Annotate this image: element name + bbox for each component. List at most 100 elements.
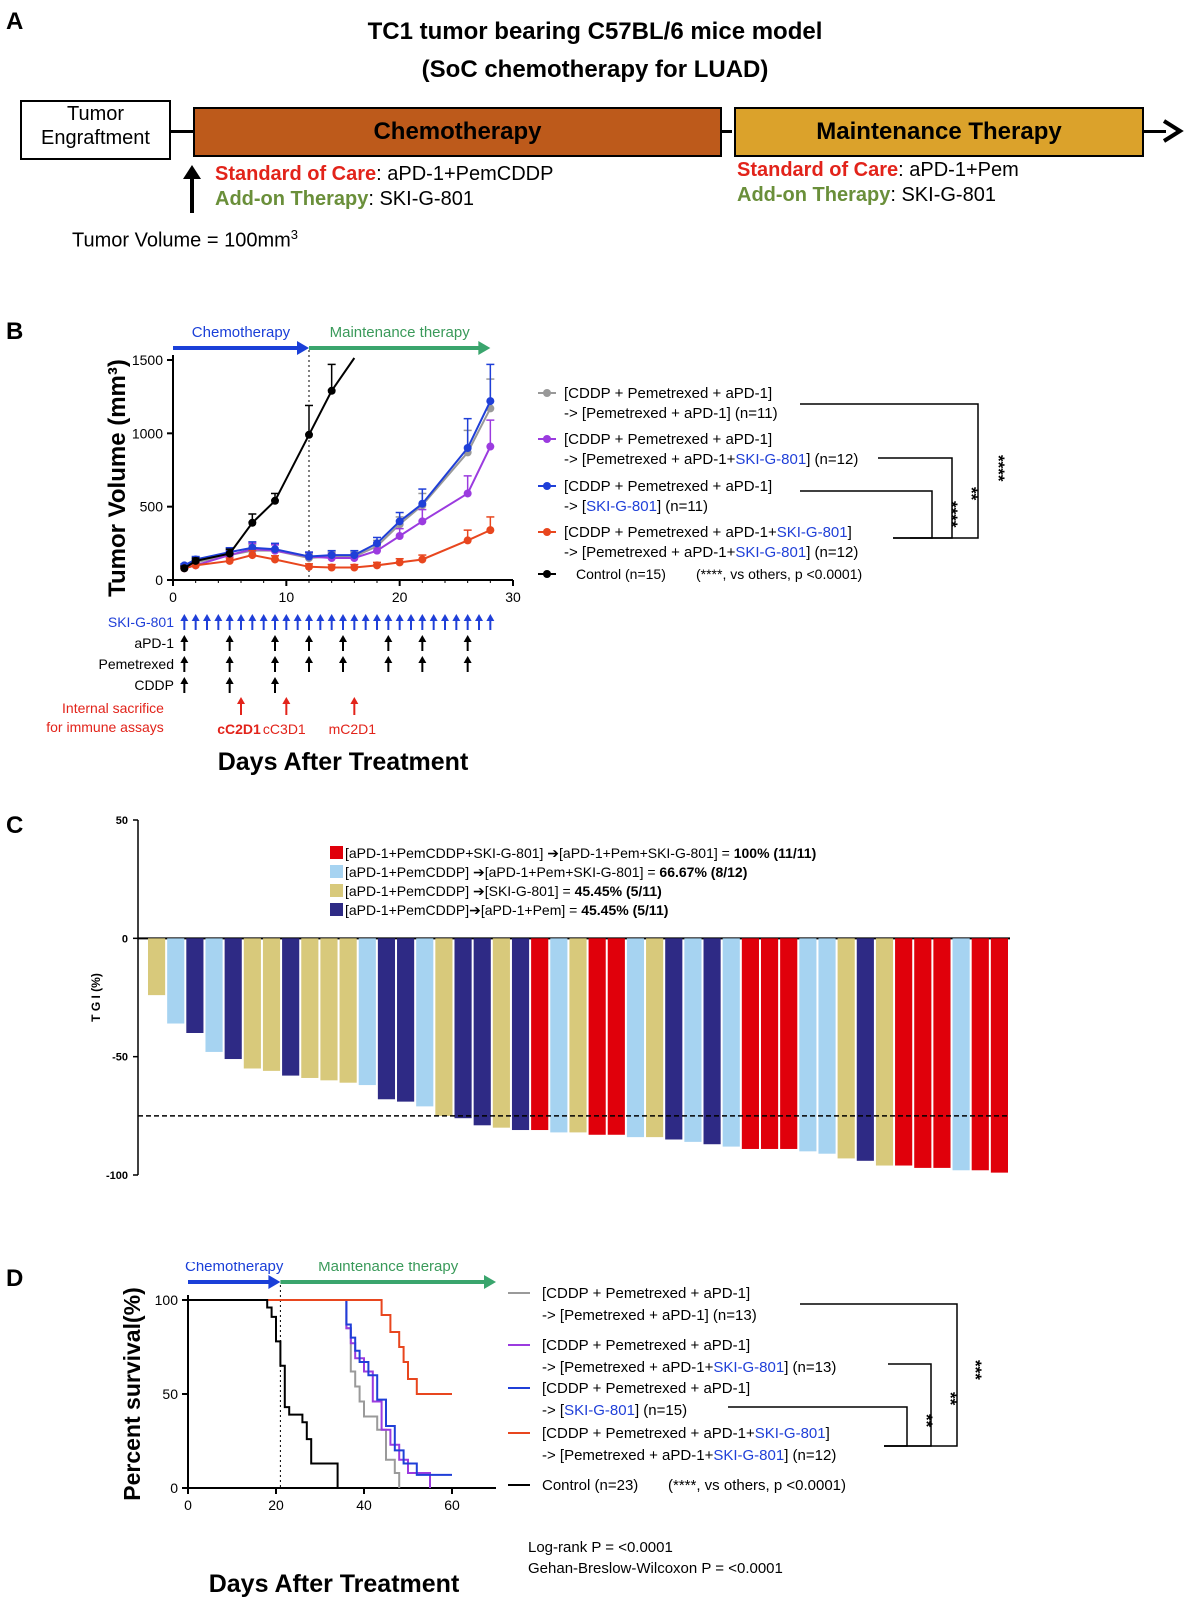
legend-label-2: -> [SKI-G-801] (n=11)	[564, 498, 708, 515]
dose-arrow-head	[225, 656, 234, 663]
tgi-bar	[895, 938, 913, 1166]
sig-label-3: **	[917, 1414, 936, 1428]
tgi-bar	[646, 938, 664, 1138]
legend-marker	[543, 389, 551, 397]
soc-label: Standard of Care	[215, 163, 377, 185]
tgi-bar	[320, 938, 338, 1081]
panel-a-letter: A	[6, 8, 24, 35]
dose-arrow-head	[418, 614, 427, 621]
chemo-phase-label: Chemotherapy	[192, 324, 291, 341]
legend-label-2: -> [Pemetrexed + aPD-1] (n=11)	[564, 405, 778, 422]
maintenance-therapy-bar: Maintenance Therapy	[734, 107, 1144, 157]
y-tick-label: -50	[112, 1052, 128, 1064]
maint-phase-label: Maintenance therapy	[330, 324, 471, 341]
legend-label-2: -> [Pemetrexed + aPD-1+SKI-G-801] (n=12)	[564, 544, 858, 561]
legend-label-1: [CDDP + Pemetrexed + aPD-1+SKI-G-801]	[564, 524, 852, 541]
tgi-bar	[167, 938, 185, 1024]
data-point	[271, 545, 279, 554]
sacrifice-arrow-head	[282, 697, 291, 704]
bracket-2	[878, 457, 953, 539]
x-tick-label: 30	[505, 589, 521, 605]
x-tick-label: 60	[444, 1497, 460, 1513]
tgi-bar	[339, 938, 357, 1083]
tgi-bar	[703, 938, 721, 1145]
legend-control: Control (n=15)	[576, 566, 666, 582]
legend-label-2: -> [SKI-G-801] (n=15)	[542, 1402, 687, 1419]
dose-arrow-head	[180, 677, 189, 684]
internal-sacrifice-1: Internal sacrifice	[62, 700, 164, 716]
dose-arrow-head	[339, 656, 347, 663]
timeline-arrow-head	[1162, 119, 1184, 143]
sig-label-1: ***	[966, 1360, 985, 1380]
tgi-bar	[492, 938, 510, 1128]
gehan-text: Gehan-Breslow-Wilcoxon P = <0.0001	[528, 1560, 783, 1577]
dose-arrow-head	[463, 656, 472, 663]
dose-arrow-head	[180, 614, 189, 621]
survival-curve	[188, 1299, 452, 1395]
dosing-label: CDDP	[134, 677, 174, 693]
tgi-bar	[684, 938, 702, 1142]
data-point	[327, 386, 336, 395]
tgi-bar	[416, 938, 434, 1107]
tumor-engraftment-box: Tumor Engraftment	[20, 100, 171, 160]
dose-arrow-head	[271, 614, 279, 621]
dose-arrow-head	[463, 635, 472, 642]
x-tick-label: 20	[268, 1497, 284, 1513]
dose-arrow-head	[486, 614, 495, 621]
data-point	[373, 539, 381, 548]
timeline-connector	[170, 130, 194, 133]
maint-phase-arrow-head	[478, 341, 491, 355]
legend-label-2: -> [Pemetrexed + aPD-1+SKI-G-801] (n=12)	[564, 451, 858, 468]
data-point	[305, 552, 313, 561]
data-point	[248, 543, 257, 552]
x-tick-label: 10	[279, 589, 295, 605]
data-point	[271, 555, 279, 564]
dose-arrow-head	[418, 635, 427, 642]
legend-text: [aPD-1+PemCDDP] ➔[SKI-G-801] = 45.45% (5…	[345, 883, 662, 899]
survival-curve	[188, 1299, 452, 1476]
panel-a-title: TC1 tumor bearing C57BL/6 mice model	[367, 18, 823, 45]
legend-swatch	[330, 903, 343, 916]
dose-arrow-head	[305, 614, 313, 621]
maint-addon-label: Add-on Therapy	[737, 184, 891, 206]
tgi-bar	[262, 938, 281, 1071]
x-axis-title: Days After Treatment	[218, 748, 469, 776]
tgi-bar	[531, 938, 549, 1131]
maint-phase-arrow-head	[484, 1275, 496, 1289]
timeline-arrow-shaft	[1142, 130, 1166, 133]
dose-arrow-head	[475, 614, 483, 621]
y-tick-label: -100	[106, 1170, 128, 1182]
data-point	[327, 551, 336, 560]
dose-arrow-head	[191, 614, 200, 621]
legend-label-2: -> [Pemetrexed + aPD-1] (n=13)	[542, 1307, 757, 1324]
dose-arrow-head	[271, 677, 279, 684]
y-tick-label: 0	[170, 1480, 178, 1496]
dose-arrow-head	[463, 614, 472, 621]
data-point	[463, 536, 472, 545]
tgi-bar	[550, 938, 568, 1133]
dose-arrow-head	[384, 656, 393, 663]
tgi-bar	[837, 938, 855, 1159]
dosing-label: aPD-1	[134, 635, 174, 651]
dose-arrow-head	[180, 656, 189, 663]
data-point	[418, 555, 427, 564]
chemo-phase-label: Chemotherapy	[185, 1262, 284, 1275]
dose-arrow-head	[282, 614, 291, 621]
data-point	[395, 532, 404, 540]
dose-arrow-head	[225, 614, 234, 621]
engraftment-line2: Engraftment	[41, 127, 150, 149]
tgi-bar	[665, 938, 683, 1140]
dose-arrow-head	[316, 614, 325, 621]
legend-note: (****, vs others, p <0.0001)	[668, 1477, 846, 1494]
data-point	[305, 562, 313, 571]
y-axis-title: Tumor Volume (mm³)	[104, 359, 131, 597]
dose-arrow-head	[305, 635, 313, 642]
legend-label-1: [CDDP + Pemetrexed + aPD-1+SKI-G-801]	[542, 1425, 830, 1442]
dose-arrow-head	[350, 614, 359, 621]
chemotherapy-bar: Chemotherapy	[193, 107, 722, 157]
survival-curve	[188, 1299, 339, 1488]
tgi-bar	[473, 938, 491, 1126]
tgi-bar	[626, 938, 645, 1138]
tgi-bar	[282, 938, 300, 1076]
dose-arrow-head	[271, 635, 279, 642]
